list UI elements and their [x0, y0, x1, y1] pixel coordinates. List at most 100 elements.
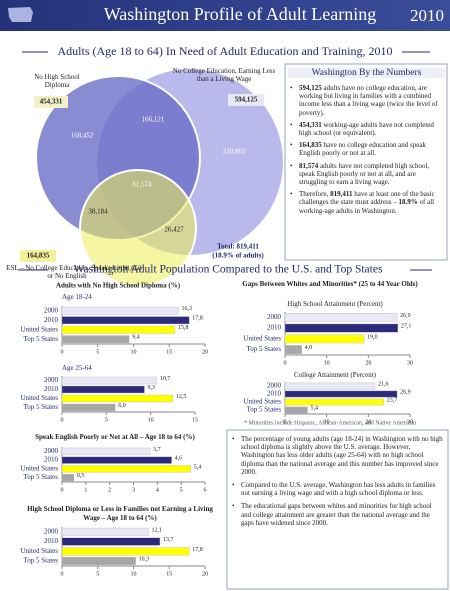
- chart-title: High School Attainment (Percent): [287, 300, 383, 308]
- x-tick-label: 0: [284, 419, 287, 425]
- notes-list: The percentage of young adults (age 18-2…: [232, 435, 443, 532]
- bar: [61, 335, 130, 344]
- bar: [284, 312, 398, 322]
- category-label: United States: [243, 398, 281, 406]
- x-tick-label: 15: [192, 417, 198, 423]
- x-tick-label: 1: [84, 487, 87, 493]
- x-tick-label: 30: [407, 419, 413, 425]
- total-note: (18.9% of adults): [212, 252, 264, 260]
- label-box: [20, 250, 56, 262]
- chart-title: College Attainment (Percent): [293, 371, 377, 379]
- category-label: 2000: [267, 382, 282, 390]
- chart-title: Age 25-64: [62, 364, 92, 372]
- value-label: 16,3: [182, 306, 193, 312]
- bullet-text: 819,411: [330, 190, 353, 199]
- category-label: Top 5 States: [23, 403, 58, 411]
- footnote: * Minorities include Hispanic, African-A…: [244, 419, 416, 426]
- x-tick-label: 5: [96, 571, 99, 577]
- x-tick-label: 3: [132, 487, 135, 493]
- x-tick-label: 0: [61, 349, 64, 355]
- group-heading: Gaps Between Whites and Minorities* (25 …: [242, 280, 418, 288]
- category-label: Top 5 States: [23, 335, 58, 343]
- chart-title: High School Diploma or Less in Families …: [27, 505, 213, 522]
- region-value: 26,427: [164, 226, 184, 234]
- category-label: 2000: [44, 527, 59, 535]
- bar: [61, 325, 176, 334]
- bullet: The percentage of young adults (age 18-2…: [232, 435, 443, 476]
- bullet-text: 454,331: [299, 120, 322, 129]
- x-tick-label: 4: [156, 487, 159, 493]
- value-label: 13,7: [163, 537, 174, 543]
- category-label: 2010: [44, 316, 59, 324]
- value-label: 15,8: [178, 325, 189, 331]
- region-value: 18,650: [122, 265, 142, 273]
- x-tick-label: 5: [105, 417, 108, 423]
- bar: [61, 306, 179, 315]
- region-value: 320,003: [223, 148, 246, 156]
- x-tick-label: 5: [96, 349, 99, 355]
- region-value: 168,452: [71, 132, 94, 140]
- category-label: United States: [20, 394, 58, 402]
- state-icon: [8, 7, 33, 22]
- x-tick-label: 0: [61, 571, 64, 577]
- x-tick-label: 0: [284, 360, 287, 366]
- bullet: Therefore, 819,411 have at least one of …: [290, 190, 442, 215]
- bar: [61, 376, 158, 385]
- value-label: 0,5: [77, 473, 85, 479]
- bullet-text: 81,574: [299, 161, 319, 170]
- set-total: 164,835: [27, 252, 50, 260]
- bar: [284, 334, 365, 344]
- category-label: 2010: [44, 385, 59, 393]
- value-label: 26,9: [400, 389, 411, 395]
- category-label: 2010: [267, 324, 282, 332]
- category-label: 2000: [44, 306, 59, 314]
- category-label: United States: [243, 334, 281, 342]
- category-label: Top 5 States: [23, 557, 58, 565]
- bar: [284, 406, 308, 414]
- value-label: 3,7: [153, 447, 161, 453]
- value-label: 12,1: [152, 527, 163, 533]
- region-value: 81,574: [132, 181, 152, 189]
- bar: [284, 390, 398, 398]
- x-tick-label: 0: [61, 487, 64, 493]
- header-title: Washington Profile of Adult Learning: [104, 4, 377, 24]
- value-label: 26,9: [400, 313, 411, 319]
- numbers-title: Washington By the Numbers: [288, 68, 445, 78]
- value-label: 9,3: [147, 385, 155, 391]
- bullet: Compared to the U.S. average, Washington…: [232, 481, 443, 497]
- value-label: 5,4: [194, 464, 202, 470]
- value-label: 6,0: [118, 403, 126, 409]
- bar: [61, 474, 75, 482]
- set-total: 594,125: [235, 96, 258, 104]
- bar: [61, 385, 145, 394]
- x-tick-label: 10: [131, 571, 137, 577]
- bar: [61, 537, 161, 546]
- category-label: 2000: [44, 447, 59, 455]
- bar: [284, 382, 376, 390]
- value-label: 21,6: [378, 381, 389, 387]
- set-label: No College Education, Earning Less than …: [172, 67, 276, 83]
- value-label: 9,4: [132, 335, 140, 341]
- bar: [61, 403, 116, 412]
- bar: [61, 316, 190, 325]
- value-label: 19,0: [367, 334, 378, 340]
- bar: [61, 456, 172, 464]
- value-label: 12,5: [176, 394, 187, 400]
- header-band: [0, 0, 450, 31]
- x-tick-label: 10: [324, 360, 330, 366]
- bar: [61, 447, 151, 455]
- x-tick-label: 2: [108, 487, 111, 493]
- value-label: 23,7: [387, 397, 398, 403]
- value-label: 17,8: [192, 547, 203, 553]
- x-tick-label: 15: [166, 349, 172, 355]
- category-label: Top 5 States: [246, 406, 281, 414]
- bar: [61, 465, 191, 473]
- label-box: [228, 94, 264, 106]
- value-label: 27,1: [401, 324, 412, 330]
- bullet: 454,331 working-age adults have not comp…: [290, 121, 442, 137]
- x-tick-label: 10: [131, 349, 137, 355]
- category-label: Top 5 States: [246, 345, 281, 353]
- bar: [284, 323, 399, 333]
